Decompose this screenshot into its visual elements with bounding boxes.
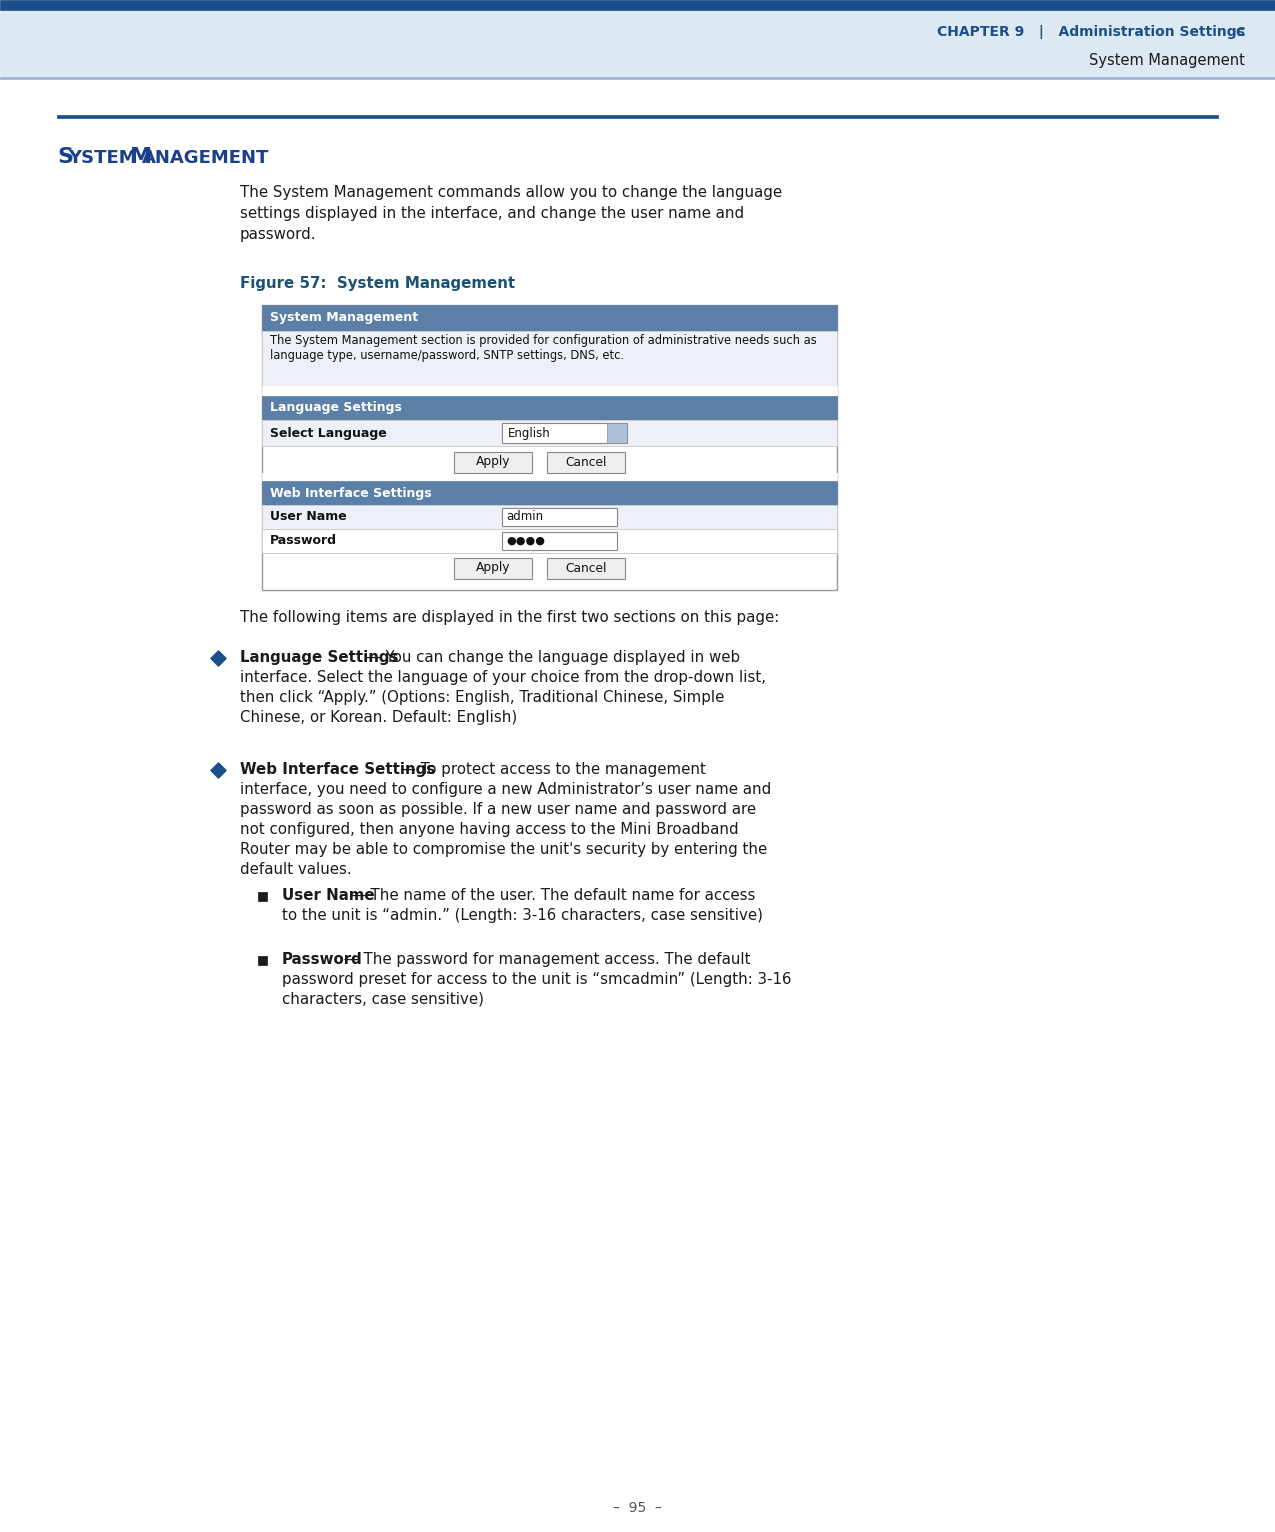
Text: ●●●●: ●●●● [506, 536, 544, 545]
Text: Cancel: Cancel [565, 455, 607, 469]
Bar [502, 423, 627, 443]
Text: The following items are displayed in the first two sections on this page:: The following items are displayed in the… [240, 610, 779, 625]
Bar [261, 481, 836, 506]
Bar [261, 331, 836, 386]
Text: Password: Password [270, 535, 337, 547]
Bar [502, 509, 617, 525]
Text: The System Management section is provided for configuration of administrative ne: The System Management section is provide… [270, 334, 817, 348]
Text: User Name: User Name [270, 510, 347, 524]
Text: Figure 57:  System Management: Figure 57: System Management [240, 276, 515, 291]
Text: ▼: ▼ [613, 429, 620, 438]
Bar [502, 532, 617, 550]
Text: characters, case sensitive): characters, case sensitive) [282, 993, 484, 1007]
Text: Chinese, or Korean. Default: English): Chinese, or Korean. Default: English) [240, 709, 518, 725]
Bar [454, 452, 532, 473]
Bar [261, 305, 836, 331]
Text: default values.: default values. [240, 863, 352, 876]
Text: admin: admin [506, 510, 543, 524]
Bar [261, 506, 836, 529]
Text: User Name: User Name [282, 889, 375, 902]
Text: Cancel: Cancel [565, 562, 607, 574]
Text: — The password for management access. The default: — The password for management access. Th… [339, 951, 750, 967]
Text: Language Settings: Language Settings [240, 650, 399, 665]
Text: The System Management commands allow you to change the language
settings display: The System Management commands allow you… [240, 185, 782, 242]
Text: English: English [507, 426, 551, 440]
Text: Web Interface Settings: Web Interface Settings [270, 487, 432, 499]
Text: — The name of the user. The default name for access: — The name of the user. The default name… [346, 889, 755, 902]
Point [208, 758, 228, 783]
Text: then click “Apply.” (Options: English, Traditional Chinese, Simple: then click “Apply.” (Options: English, T… [240, 689, 724, 705]
Bar [258, 956, 266, 965]
Text: CHAPTER 9   |   Administration Settings: CHAPTER 9 | Administration Settings [937, 25, 1244, 38]
Text: — To protect access to the management: — To protect access to the management [397, 761, 706, 777]
Text: System Management: System Management [270, 311, 418, 325]
Text: interface. Select the language of your choice from the drop-down list,: interface. Select the language of your c… [240, 669, 766, 685]
Text: S: S [57, 147, 73, 167]
Bar [607, 423, 627, 443]
Text: ANAGEMENT: ANAGEMENT [142, 149, 269, 167]
Bar [57, 115, 1218, 118]
Bar [261, 395, 836, 420]
Bar [0, 77, 1275, 80]
Text: M: M [130, 147, 152, 167]
Bar [261, 420, 836, 446]
Text: not configured, then anyone having access to the Mini Broadband: not configured, then anyone having acces… [240, 823, 738, 836]
Bar [261, 529, 836, 553]
Text: Select Language: Select Language [270, 426, 386, 440]
Text: password preset for access to the unit is “smcadmin” (Length: 3-16: password preset for access to the unit i… [282, 971, 792, 987]
Bar [258, 892, 266, 901]
Bar [0, 0, 1275, 11]
Bar [261, 386, 836, 395]
Bar [547, 452, 625, 473]
Bar [547, 558, 625, 579]
Text: –  95  –: – 95 – [612, 1501, 662, 1515]
Text: YSTEM: YSTEM [68, 149, 143, 167]
Text: language type, username/password, SNTP settings, DNS, etc.: language type, username/password, SNTP s… [270, 349, 625, 362]
Text: — You can change the language displayed in web: — You can change the language displayed … [361, 650, 740, 665]
Text: Router may be able to compromise the unit's security by entering the: Router may be able to compromise the uni… [240, 843, 768, 856]
Bar [0, 11, 1275, 78]
Text: interface, you need to configure a new Administrator’s user name and: interface, you need to configure a new A… [240, 781, 771, 797]
Text: Language Settings: Language Settings [270, 401, 402, 415]
Text: System Management: System Management [1089, 52, 1244, 67]
Text: Apply: Apply [476, 562, 510, 574]
Bar [261, 473, 836, 481]
Point [208, 647, 228, 671]
Text: Apply: Apply [476, 455, 510, 469]
Text: Password: Password [282, 951, 363, 967]
Bar [454, 558, 532, 579]
Text: Web Interface Settings: Web Interface Settings [240, 761, 435, 777]
Text: to the unit is “admin.” (Length: 3-16 characters, case sensitive): to the unit is “admin.” (Length: 3-16 ch… [282, 908, 762, 922]
Bar [261, 305, 836, 590]
Text: C: C [1235, 26, 1244, 38]
Text: password as soon as possible. If a new user name and password are: password as soon as possible. If a new u… [240, 801, 756, 817]
